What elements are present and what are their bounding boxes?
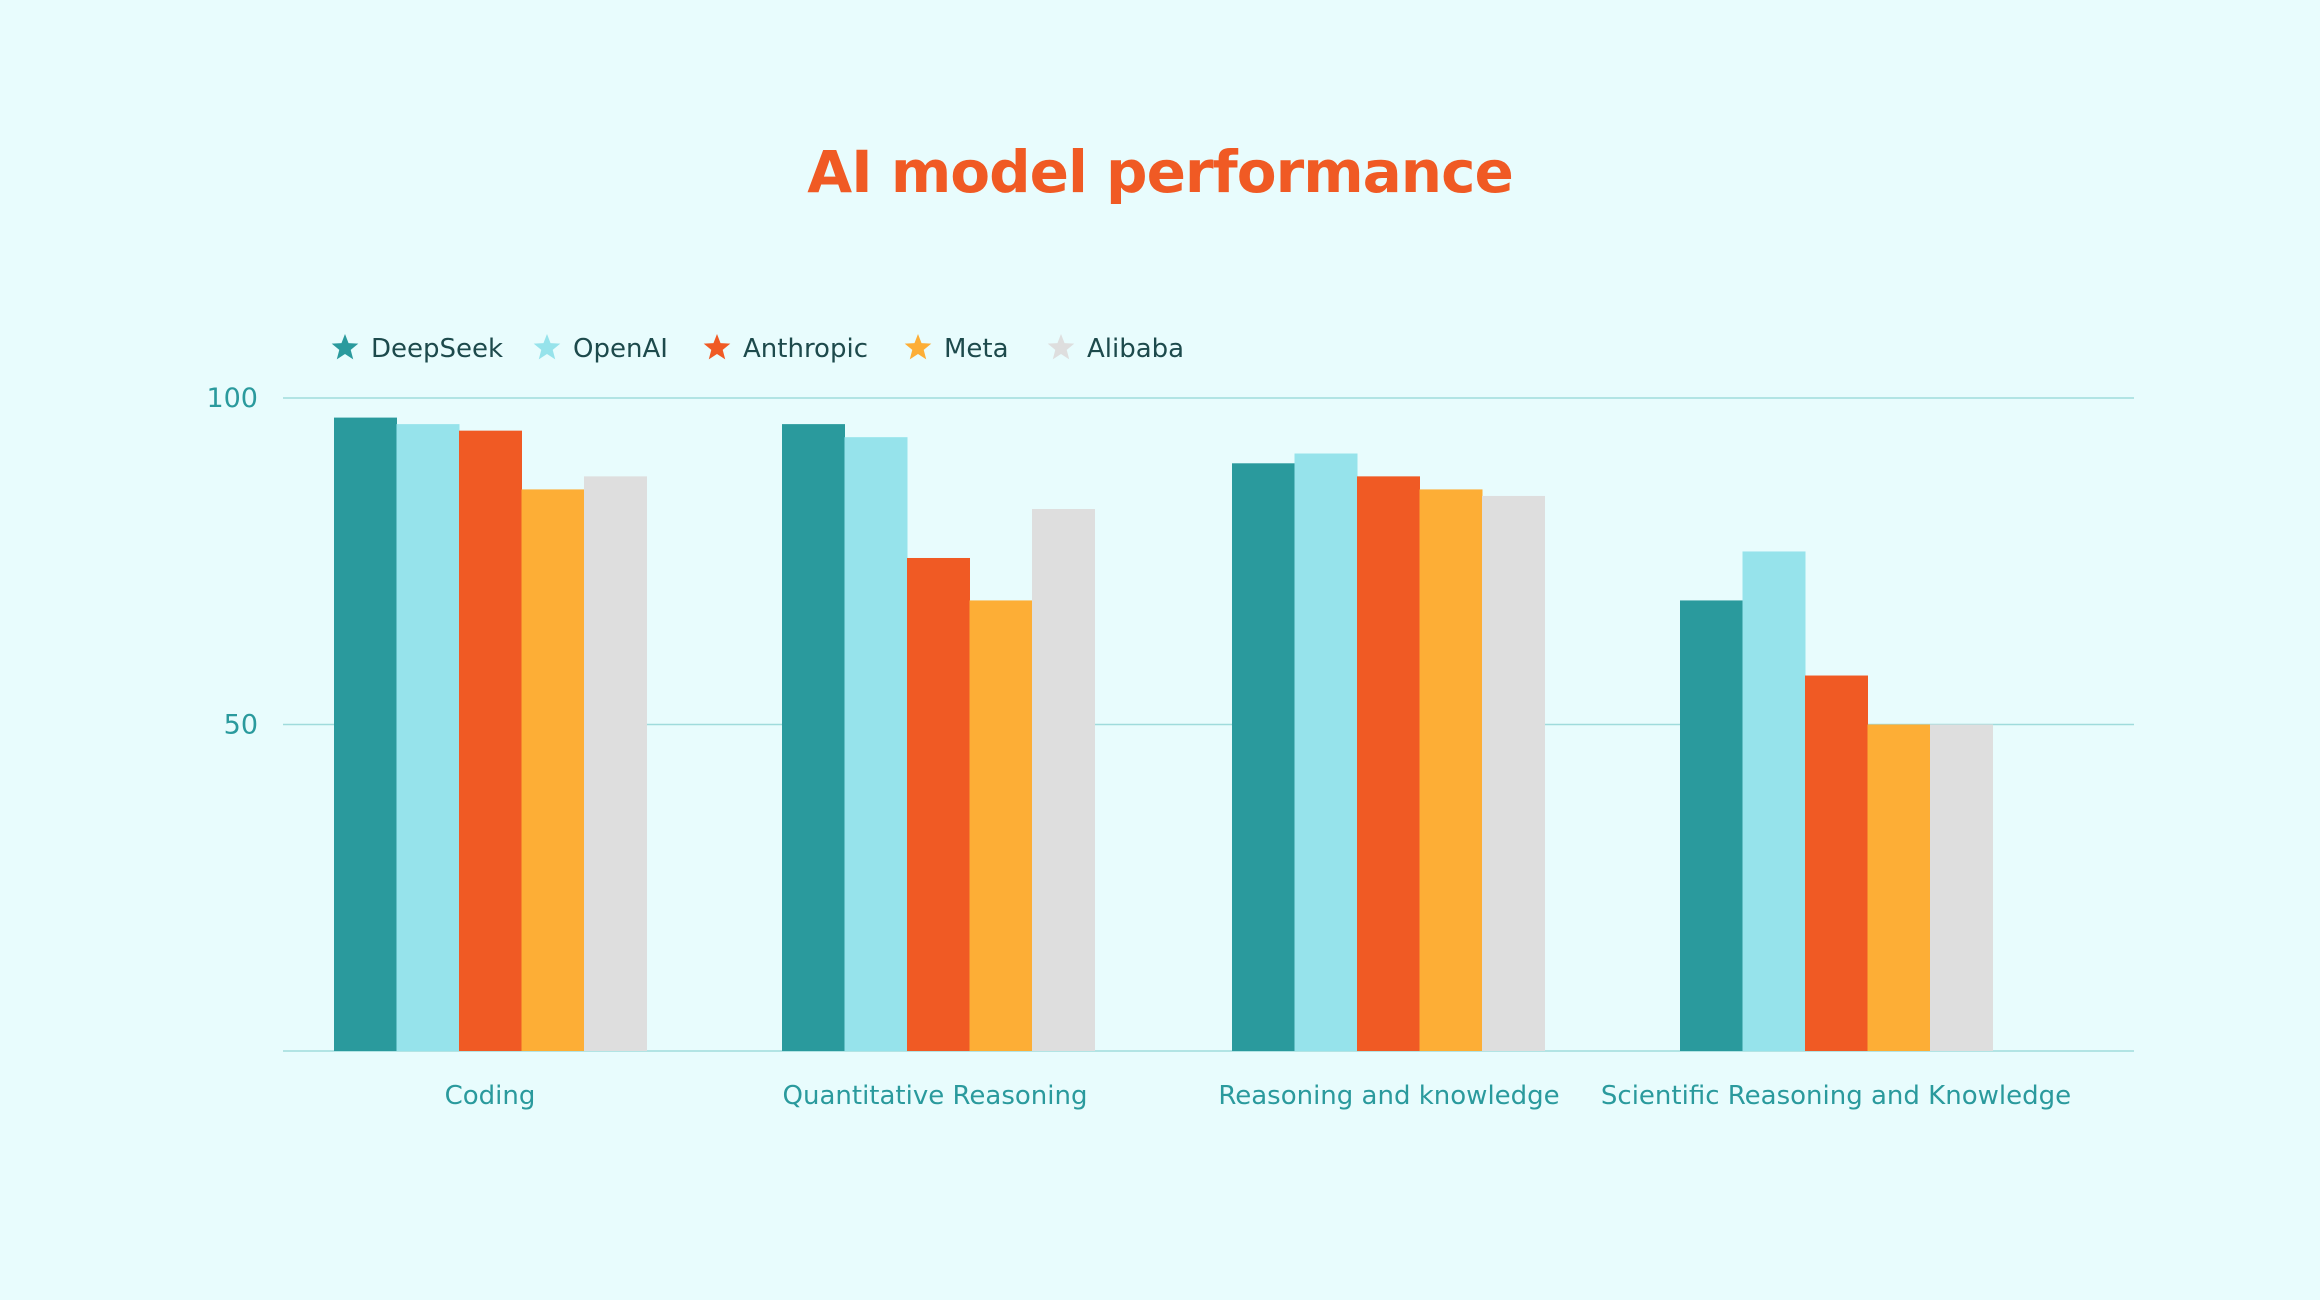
bar-deepseek-1 (334, 417, 397, 1052)
legend-label-meta: Meta (944, 334, 1009, 364)
bar-anthropic-1 (459, 430, 522, 1051)
legend-label-alibaba: Alibaba (1087, 334, 1184, 364)
legend-label-deepseek: DeepSeek (371, 334, 503, 364)
legend-star-icon (904, 334, 932, 360)
bar-meta-4 (1867, 724, 1931, 1051)
x-category-label: Reasoning and knowledge (1218, 1081, 1559, 1111)
legend-star-icon (331, 334, 359, 360)
legend-star-icon (533, 334, 561, 360)
bar-meta-2 (969, 600, 1033, 1051)
y-tick-label: 100 (206, 383, 258, 414)
bar-deepseek-3 (1232, 463, 1295, 1051)
legend-star-icon (703, 334, 731, 360)
legend-label-anthropic: Anthropic (743, 334, 868, 364)
chart-title: AI model performance (807, 138, 1514, 206)
legend-star-icon (1047, 334, 1075, 360)
bar-anthropic-2 (907, 557, 970, 1051)
bar-openai-4 (1742, 551, 1806, 1051)
bar-deepseek-4 (1680, 600, 1743, 1051)
x-category-label: Quantitative Reasoning (783, 1081, 1088, 1111)
bar-meta-1 (521, 489, 585, 1051)
bar-anthropic-3 (1357, 476, 1420, 1051)
bar-alibaba-1 (584, 476, 647, 1051)
x-category-label: Coding (445, 1081, 536, 1111)
bar-alibaba-3 (1482, 495, 1545, 1051)
y-tick-label: 50 (224, 710, 258, 741)
bar-deepseek-2 (782, 424, 845, 1051)
bar-openai-3 (1294, 453, 1358, 1051)
bar-alibaba-4 (1930, 724, 1993, 1051)
bar-openai-1 (396, 424, 460, 1051)
bar-meta-3 (1419, 489, 1483, 1051)
legend-label-openai: OpenAI (573, 334, 668, 364)
x-category-label: Scientific Reasoning and Knowledge (1601, 1081, 2071, 1111)
bar-anthropic-4 (1805, 675, 1868, 1051)
bar-openai-2 (844, 437, 908, 1051)
bar-alibaba-2 (1032, 509, 1095, 1051)
